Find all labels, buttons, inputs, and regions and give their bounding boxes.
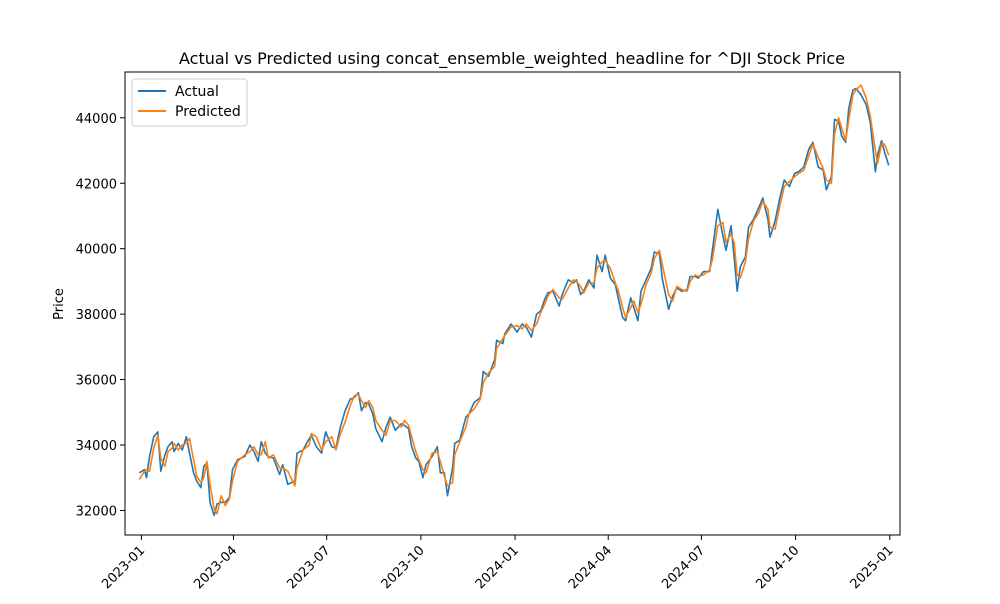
plot-frame [124,71,901,536]
y-tick-label: 40000 [76,243,117,258]
legend-label-predicted: Predicted [175,104,241,120]
y-axis: 32000 34000 36000 38000 40000 42000 44000 [76,112,125,519]
y-tick-label: 44000 [76,112,117,127]
y-tick-label: 36000 [76,374,117,389]
y-axis-label: Price [52,288,67,320]
series-line-predicted [138,84,890,515]
y-tick-label: 42000 [76,177,117,192]
series-layer [138,84,890,517]
legend-label-actual: Actual [175,84,219,100]
y-tick-label: 32000 [76,504,117,519]
y-tick-label: 34000 [76,439,117,454]
y-tick-label: 38000 [76,308,117,323]
legend: Actual Predicted [131,78,248,127]
chart-title: Actual vs Predicted using concat_ensembl… [179,49,845,69]
